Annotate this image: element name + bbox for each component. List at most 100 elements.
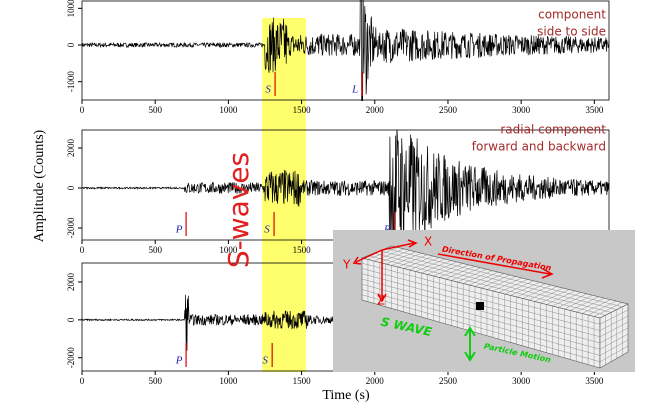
phase-label: S xyxy=(264,224,270,236)
grid-line xyxy=(474,273,505,287)
grid-line xyxy=(558,293,587,308)
grid-line xyxy=(421,260,452,274)
grid-line xyxy=(367,247,398,260)
x-tick-label: 3500 xyxy=(585,105,604,115)
grid-line xyxy=(379,250,410,263)
x-tick-label: 3000 xyxy=(512,376,531,386)
grid-line xyxy=(361,268,601,331)
grid-line xyxy=(546,290,575,305)
panel-frame xyxy=(81,0,610,101)
grid-line xyxy=(599,345,629,362)
x-tick-label: 0 xyxy=(80,245,85,255)
grid-line xyxy=(599,339,629,356)
highlight-label: S-waves xyxy=(222,152,255,268)
grid-line xyxy=(480,274,511,289)
grid-line xyxy=(540,289,570,304)
grid-line xyxy=(397,254,428,268)
phase-label: P xyxy=(175,224,183,236)
grid-line xyxy=(492,277,522,292)
panel-annotation: component xyxy=(538,8,606,22)
y-tick-label: -2000 xyxy=(66,347,76,368)
grid-line xyxy=(486,276,516,290)
x-tick-label: 0 xyxy=(80,105,85,115)
x-tick-label: 1500 xyxy=(293,105,312,115)
grid-line xyxy=(564,295,593,310)
waveform xyxy=(82,130,610,240)
grid-line xyxy=(433,263,463,277)
phase-label: L xyxy=(351,84,358,96)
inset: X Y Z Direction of Propagation S WAVE Pa… xyxy=(333,230,635,372)
waveform xyxy=(82,0,610,101)
grid-line xyxy=(522,284,552,299)
block-face xyxy=(599,303,629,369)
grid-line xyxy=(367,255,606,316)
y-tick-label: 2000 xyxy=(66,139,76,158)
grid-line xyxy=(415,258,446,272)
y-tick-label: 2000 xyxy=(66,272,76,291)
grid-line xyxy=(582,299,611,314)
grid-line xyxy=(361,278,601,344)
axes-arrows xyxy=(352,239,554,303)
y-tick-label: -1000 xyxy=(66,71,76,92)
phase-label: S xyxy=(262,355,268,367)
x-tick-label: 3500 xyxy=(585,376,604,386)
grid-line xyxy=(463,270,493,284)
motion-arrow xyxy=(464,326,476,362)
grid-line xyxy=(498,279,528,293)
x-tick-label: 3000 xyxy=(512,105,531,115)
y-tick-label: 0 xyxy=(66,317,76,322)
grid-line xyxy=(391,253,422,266)
x-tick-label: 500 xyxy=(148,245,162,255)
grid-line xyxy=(373,253,612,313)
phase-label: R xyxy=(383,224,391,236)
grid-line xyxy=(361,294,601,362)
grid-line xyxy=(445,266,475,280)
x-tick-label: 2500 xyxy=(439,105,458,115)
x-tick-label: 2000 xyxy=(366,376,385,386)
phase-label: P xyxy=(175,355,183,367)
x-tick-label: 1000 xyxy=(219,376,238,386)
grid-line xyxy=(510,282,540,296)
grid-line xyxy=(599,309,629,325)
phase-label: S xyxy=(265,84,271,96)
grid-line xyxy=(588,300,617,316)
grid-line xyxy=(457,269,487,283)
grid-line xyxy=(599,321,629,337)
block xyxy=(361,245,629,369)
x-tick-label: 2000 xyxy=(366,105,385,115)
grid-line xyxy=(599,315,629,331)
grid-line xyxy=(576,298,605,313)
grid-line xyxy=(534,287,564,302)
grid-line xyxy=(451,267,481,281)
grid-line xyxy=(552,292,581,307)
grid-line xyxy=(361,289,601,356)
grid-line xyxy=(570,296,599,311)
grid-line xyxy=(439,264,469,278)
panel-annotation: radial component xyxy=(500,123,606,137)
grid-line xyxy=(385,251,416,265)
grid-line xyxy=(373,248,404,262)
grid-line xyxy=(599,327,629,344)
panel-annotation: side to side xyxy=(537,25,606,39)
particle xyxy=(476,302,484,310)
x-tick-label: 1000 xyxy=(219,105,238,115)
y-label: Y xyxy=(342,258,351,272)
grid-line xyxy=(593,302,623,317)
grid-line xyxy=(379,250,617,310)
x-axis-label: Time (s) xyxy=(322,388,370,403)
grid-line xyxy=(403,255,434,269)
grid-line xyxy=(516,283,546,298)
y-tick-label: 0 xyxy=(66,42,76,47)
grid-line xyxy=(385,248,623,307)
x-label: X xyxy=(424,235,432,249)
x-tick-label: 1500 xyxy=(293,376,312,386)
x-tick-label: 500 xyxy=(148,376,162,386)
x-tick-label: 0 xyxy=(80,376,85,386)
grid-line xyxy=(427,261,457,275)
x-tick-label: 2500 xyxy=(439,376,458,386)
grid-line xyxy=(361,263,601,325)
grid-line xyxy=(469,271,499,286)
grid-line xyxy=(528,286,558,301)
grid-line xyxy=(599,333,629,350)
y-axis-label: Amplitude (Counts) xyxy=(32,129,47,242)
